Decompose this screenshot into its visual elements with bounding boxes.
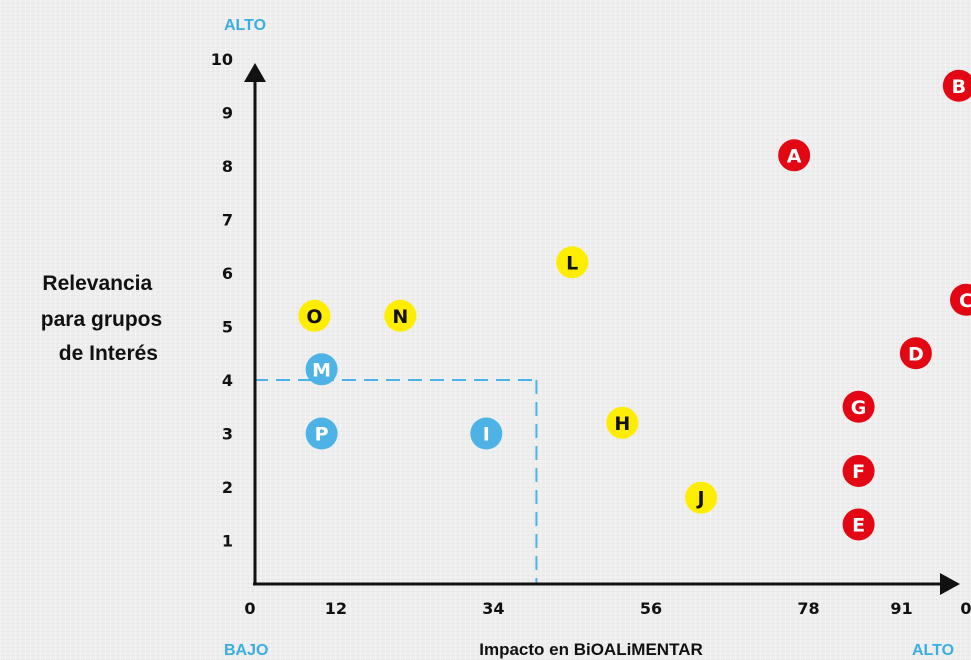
data-point-label: P [315, 424, 329, 446]
y-tick-label-2: 2 [222, 478, 233, 497]
data-point-a: A [778, 139, 811, 172]
chart-axes [244, 63, 960, 595]
data-point-label: G [851, 397, 867, 419]
data-point-marker [778, 139, 811, 172]
data-point-c: C [950, 283, 971, 316]
data-point-o: O [298, 299, 331, 332]
data-point-label: E [852, 514, 865, 536]
data-point-d: D [899, 337, 932, 370]
data-point-label: B [952, 76, 966, 98]
x-tick-label-6: 0 [960, 599, 971, 618]
data-point-marker [685, 481, 718, 514]
y-axis-title-line-1: Relevancia [42, 272, 152, 295]
data-point-label: L [566, 252, 578, 274]
data-point-n: N [384, 299, 417, 332]
x-tick-label-1: 12 [325, 599, 347, 618]
y-axis-title-line-3: de Interés [59, 342, 158, 365]
data-point-marker [606, 406, 639, 439]
y-tick-label-5: 5 [222, 318, 233, 337]
y-tick-label-6: 6 [222, 264, 233, 283]
y-tick-label-9: 9 [222, 104, 233, 123]
data-point-b: B [942, 69, 971, 102]
x-tick-label-5: 91 [890, 599, 912, 618]
x-tick-labels: 0 12 34 56 78 91 0 [244, 599, 971, 618]
data-point-marker [384, 299, 417, 332]
y-tick-label-1: 1 [222, 532, 233, 551]
data-point-marker [556, 246, 589, 279]
data-point-marker [899, 337, 932, 370]
data-point-marker [298, 299, 331, 332]
data-point-label: M [312, 359, 331, 381]
data-point-marker [842, 390, 875, 423]
x-tick-label-3: 56 [640, 599, 662, 618]
y-tick-label-4: 4 [222, 371, 233, 390]
data-point-marker [305, 353, 338, 386]
data-point-label: D [908, 343, 924, 365]
y-axis-title-line-2: para grupos [41, 308, 162, 331]
data-point-g: G [842, 390, 875, 423]
data-point-label: I [483, 424, 490, 446]
data-point-label: J [696, 488, 705, 510]
data-point-marker [842, 454, 875, 487]
data-point-f: F [842, 454, 875, 487]
data-point-e: E [842, 508, 875, 541]
y-axis-title: Relevancia para grupos de Interés [41, 272, 168, 365]
y-tick-label-3: 3 [222, 425, 233, 444]
data-point-label: F [852, 461, 865, 483]
data-point-l: L [556, 246, 589, 279]
y-axis-arrow [244, 63, 266, 82]
data-point-marker [942, 69, 971, 102]
data-point-label: O [306, 306, 322, 328]
data-points: A B C D G F E L O N H J M P I [298, 69, 971, 541]
y-tick-label-10: 10 [211, 50, 233, 69]
threshold-region [254, 379, 538, 583]
y-tick-label-7: 7 [222, 211, 233, 230]
y-tick-label-8: 8 [222, 157, 233, 176]
data-point-marker [842, 508, 875, 541]
data-point-i: I [470, 417, 503, 450]
x-tick-label-2: 34 [482, 599, 504, 618]
x-low-label: BAJO [224, 642, 268, 659]
y-tick-labels: 1 2 3 4 5 6 7 8 9 10 [211, 50, 233, 551]
data-point-h: H [606, 406, 639, 439]
x-high-label: ALTO [912, 642, 954, 659]
data-point-marker [470, 417, 503, 450]
data-point-marker [950, 283, 971, 316]
data-point-p: P [305, 417, 338, 450]
data-point-label: N [392, 306, 408, 328]
data-point-m: M [305, 353, 338, 386]
x-axis-arrow [940, 573, 960, 595]
x-tick-label-0: 0 [244, 599, 255, 618]
y-high-label: ALTO [224, 17, 266, 34]
data-point-j: J [685, 481, 718, 514]
data-point-label: A [787, 145, 802, 167]
x-tick-label-4: 78 [797, 599, 819, 618]
data-point-label: H [614, 413, 630, 435]
x-axis-title: Impacto en BiOALiMENTAR [479, 640, 703, 659]
data-point-label: C [959, 290, 971, 312]
data-point-marker [305, 417, 338, 450]
